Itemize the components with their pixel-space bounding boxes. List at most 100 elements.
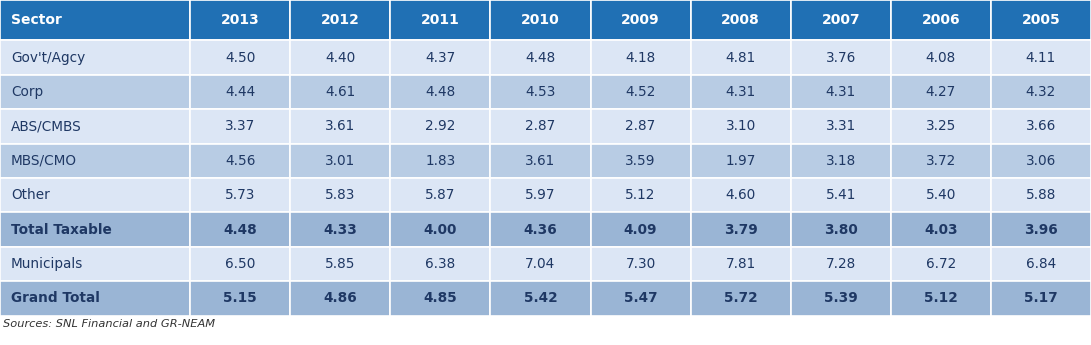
- Bar: [0, 144, 190, 178]
- Bar: [891, 0, 991, 40]
- Text: 4.36: 4.36: [524, 223, 558, 237]
- Bar: [991, 40, 1091, 75]
- Bar: [791, 247, 891, 281]
- Bar: [391, 144, 491, 178]
- Text: 5.15: 5.15: [224, 292, 257, 305]
- Text: 4.32: 4.32: [1026, 85, 1056, 99]
- Bar: [391, 75, 491, 109]
- Text: MBS/CMO: MBS/CMO: [11, 154, 76, 168]
- Bar: [791, 109, 891, 144]
- Bar: [190, 0, 290, 40]
- Text: 2013: 2013: [220, 13, 260, 27]
- Text: 3.31: 3.31: [826, 119, 856, 134]
- Bar: [491, 0, 590, 40]
- Text: Municipals: Municipals: [11, 257, 83, 271]
- Text: 4.00: 4.00: [423, 223, 457, 237]
- Bar: [991, 109, 1091, 144]
- Bar: [991, 247, 1091, 281]
- Bar: [691, 247, 791, 281]
- Text: 3.80: 3.80: [824, 223, 858, 237]
- Text: 5.39: 5.39: [824, 292, 858, 305]
- Text: 5.41: 5.41: [826, 188, 856, 202]
- Text: 4.44: 4.44: [225, 85, 255, 99]
- Bar: [491, 281, 590, 316]
- Text: 4.61: 4.61: [325, 85, 356, 99]
- Text: 3.06: 3.06: [1026, 154, 1056, 168]
- Bar: [791, 144, 891, 178]
- Text: 4.33: 4.33: [323, 223, 357, 237]
- Bar: [991, 75, 1091, 109]
- Bar: [891, 40, 991, 75]
- Bar: [991, 281, 1091, 316]
- Bar: [691, 40, 791, 75]
- Text: 2005: 2005: [1021, 13, 1060, 27]
- Bar: [0, 0, 190, 40]
- Bar: [290, 0, 391, 40]
- Bar: [691, 281, 791, 316]
- Bar: [590, 213, 691, 247]
- Bar: [0, 75, 190, 109]
- Text: Total Taxable: Total Taxable: [11, 223, 111, 237]
- Text: 4.48: 4.48: [425, 85, 456, 99]
- Bar: [391, 247, 491, 281]
- Text: 3.96: 3.96: [1024, 223, 1058, 237]
- Bar: [991, 0, 1091, 40]
- Bar: [391, 178, 491, 213]
- Text: 2.87: 2.87: [625, 119, 656, 134]
- Bar: [0, 40, 190, 75]
- Bar: [290, 281, 391, 316]
- Bar: [991, 144, 1091, 178]
- Bar: [190, 213, 290, 247]
- Text: 2007: 2007: [822, 13, 860, 27]
- Bar: [0, 213, 190, 247]
- Text: 7.04: 7.04: [526, 257, 555, 271]
- Bar: [391, 40, 491, 75]
- Text: 4.52: 4.52: [625, 85, 656, 99]
- Bar: [590, 281, 691, 316]
- Bar: [290, 178, 391, 213]
- Text: 3.18: 3.18: [826, 154, 856, 168]
- Text: Other: Other: [11, 188, 50, 202]
- Text: 6.84: 6.84: [1026, 257, 1056, 271]
- Bar: [891, 109, 991, 144]
- Text: Gov't/Agcy: Gov't/Agcy: [11, 51, 85, 65]
- Bar: [491, 75, 590, 109]
- Bar: [190, 281, 290, 316]
- Bar: [391, 0, 491, 40]
- Text: 4.48: 4.48: [224, 223, 257, 237]
- Text: 3.01: 3.01: [325, 154, 356, 168]
- Text: 5.47: 5.47: [624, 292, 658, 305]
- Bar: [0, 178, 190, 213]
- Bar: [391, 213, 491, 247]
- Bar: [290, 40, 391, 75]
- Bar: [891, 144, 991, 178]
- Bar: [991, 213, 1091, 247]
- Text: 3.79: 3.79: [723, 223, 757, 237]
- Text: 7.81: 7.81: [726, 257, 756, 271]
- Bar: [190, 75, 290, 109]
- Text: 3.25: 3.25: [925, 119, 956, 134]
- Bar: [190, 144, 290, 178]
- Bar: [590, 178, 691, 213]
- Bar: [391, 281, 491, 316]
- Text: 3.66: 3.66: [1026, 119, 1056, 134]
- Text: 5.83: 5.83: [325, 188, 356, 202]
- Bar: [791, 40, 891, 75]
- Text: 2011: 2011: [421, 13, 459, 27]
- Bar: [0, 247, 190, 281]
- Bar: [290, 247, 391, 281]
- Text: 2008: 2008: [721, 13, 760, 27]
- Text: 2.92: 2.92: [425, 119, 456, 134]
- Text: 5.87: 5.87: [425, 188, 456, 202]
- Text: 4.40: 4.40: [325, 51, 356, 65]
- Text: 3.37: 3.37: [225, 119, 255, 134]
- Text: 4.31: 4.31: [826, 85, 856, 99]
- Bar: [190, 178, 290, 213]
- Text: 1.83: 1.83: [425, 154, 456, 168]
- Text: Corp: Corp: [11, 85, 43, 99]
- Text: 2010: 2010: [521, 13, 560, 27]
- Text: 5.72: 5.72: [723, 292, 757, 305]
- Text: 7.30: 7.30: [625, 257, 656, 271]
- Bar: [791, 178, 891, 213]
- Bar: [0, 281, 190, 316]
